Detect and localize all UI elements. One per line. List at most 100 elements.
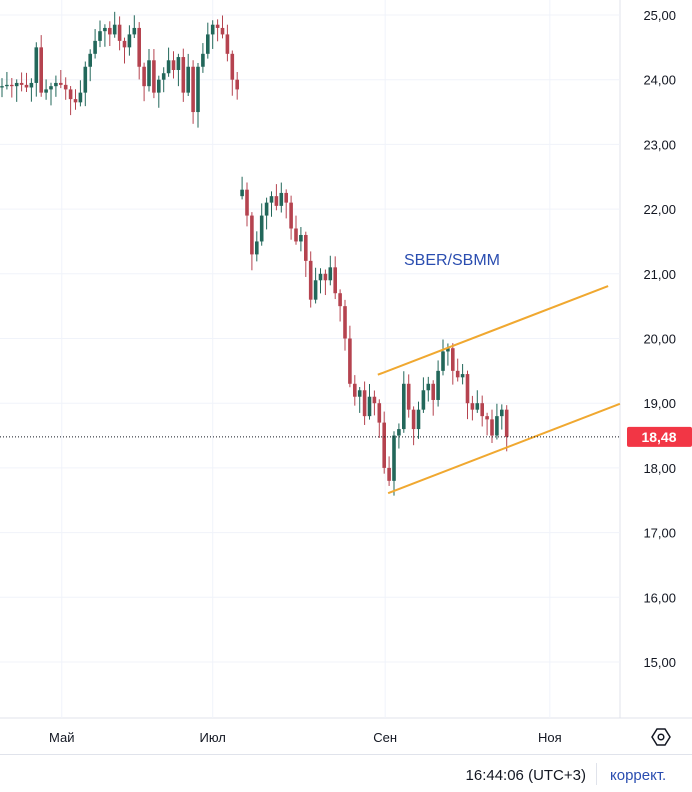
candle-body <box>362 390 367 417</box>
candle <box>24 72 29 93</box>
candle <box>78 80 83 107</box>
candle-body <box>446 348 450 352</box>
y-tick-label: 19,00 <box>643 396 676 411</box>
candle-body <box>73 99 78 103</box>
candle-body <box>367 396 372 417</box>
candle <box>215 19 220 42</box>
y-tick-label: 23,00 <box>643 137 676 152</box>
candle-body <box>19 82 24 85</box>
candle <box>475 390 480 413</box>
y-tick-label: 25,00 <box>643 8 676 23</box>
candle-body <box>308 260 313 300</box>
candle-body <box>357 390 362 397</box>
candle <box>289 195 293 240</box>
candle <box>308 251 313 308</box>
candle-body <box>117 24 122 41</box>
candle-body <box>426 383 431 391</box>
candle-body <box>304 234 308 261</box>
candle-body <box>338 293 342 307</box>
candle <box>495 403 499 440</box>
chart-title-annotation[interactable]: SBER/SBMM <box>404 252 500 269</box>
candle-body <box>225 34 230 54</box>
candle <box>181 48 186 102</box>
candle <box>259 203 264 246</box>
candle-body <box>171 60 176 70</box>
candle <box>485 412 489 436</box>
candle-body <box>436 370 440 400</box>
candle <box>240 176 244 200</box>
candle <box>220 15 225 39</box>
candle-body <box>142 66 146 87</box>
candle-body <box>279 192 284 206</box>
candle-body <box>44 89 48 93</box>
y-tick-label: 22,00 <box>643 202 676 217</box>
candle <box>387 456 391 486</box>
candle <box>0 78 4 98</box>
candle-body <box>34 47 39 83</box>
candle <box>284 189 288 219</box>
candle-body <box>465 374 470 404</box>
candle <box>88 49 92 82</box>
candle <box>245 182 249 227</box>
price-chart[interactable]: SBER/SBMM 15,00 16,00 17,00 18,00 19,00 20,00… <box>0 0 692 754</box>
settings-gear-icon[interactable] <box>651 727 671 747</box>
candle <box>152 49 156 99</box>
candle-body <box>201 53 205 67</box>
candle <box>122 37 127 64</box>
candle-body <box>63 84 68 90</box>
candle <box>137 22 141 80</box>
candle-body <box>98 31 102 41</box>
candle-body <box>416 409 421 430</box>
candle <box>279 182 284 213</box>
candle-body <box>294 228 298 242</box>
candle-body <box>299 234 303 242</box>
candle <box>93 29 97 59</box>
candle-body <box>132 27 137 35</box>
candle <box>161 67 166 93</box>
candle <box>343 299 347 351</box>
candle <box>382 411 386 474</box>
candle <box>5 71 9 90</box>
candle-body <box>93 40 97 54</box>
candle-body <box>475 403 480 410</box>
candle <box>196 63 200 128</box>
candle-body <box>397 429 401 436</box>
candle <box>392 431 396 496</box>
candle-body <box>485 416 489 420</box>
candle-body <box>108 27 112 35</box>
candle-body <box>382 422 386 468</box>
candle-body <box>29 82 34 88</box>
clock-timezone[interactable]: 16:44:06 (UTC+3) <box>465 767 586 784</box>
candle-body <box>230 53 235 80</box>
candle-body <box>451 348 455 371</box>
x-tick-label: Ноя <box>538 730 562 745</box>
candle <box>426 376 431 402</box>
candle <box>176 53 181 87</box>
candle <box>14 79 19 102</box>
candle-body <box>186 66 190 93</box>
candle <box>313 267 318 304</box>
candle-body <box>240 189 244 197</box>
candle-body <box>313 280 318 300</box>
candle <box>362 381 367 425</box>
candle-body <box>215 24 220 28</box>
candle-body <box>122 40 127 48</box>
adjustment-toggle[interactable]: коррект. <box>610 767 667 784</box>
candle <box>451 343 455 385</box>
candle <box>112 11 117 38</box>
candle-body <box>470 403 475 410</box>
candle-body <box>137 27 141 67</box>
candle-body <box>490 419 494 436</box>
candle <box>54 75 58 97</box>
candle <box>166 47 171 77</box>
candle-body <box>480 403 484 417</box>
candle-body <box>245 189 249 216</box>
candle <box>333 256 337 300</box>
candle-body <box>59 82 63 85</box>
candle <box>117 16 122 51</box>
candle-body <box>14 82 19 87</box>
candle-body <box>191 66 195 113</box>
candle <box>323 269 328 296</box>
candle <box>460 364 465 385</box>
candle-body <box>353 383 357 397</box>
